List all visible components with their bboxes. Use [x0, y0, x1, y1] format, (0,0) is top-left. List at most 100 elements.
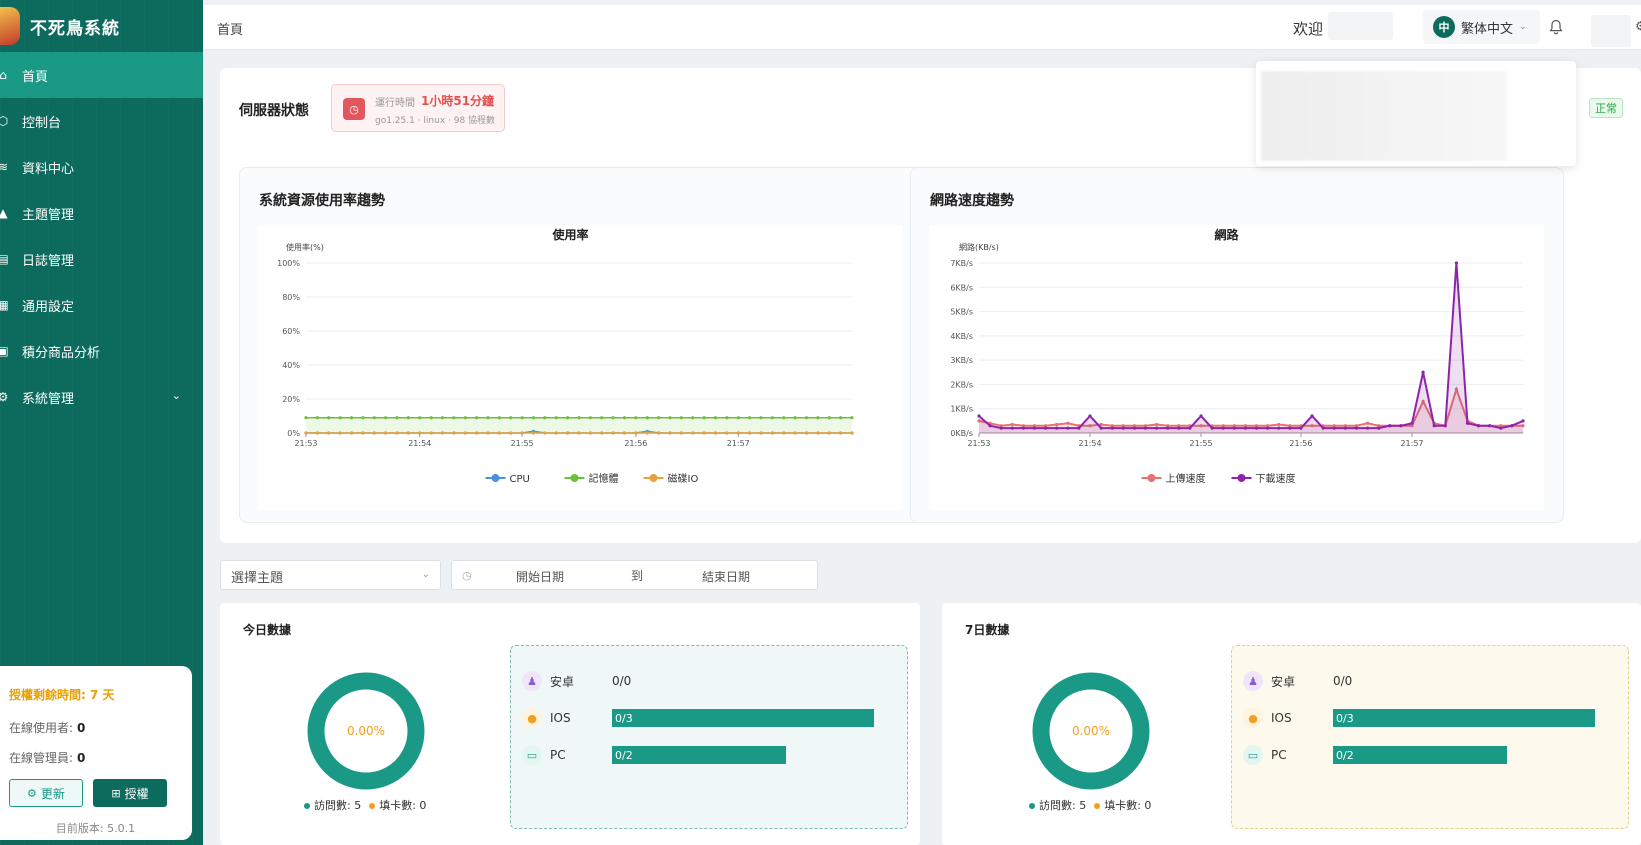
date-range-picker[interactable]: ◷ 開始日期 到 結束日期	[451, 560, 818, 590]
y-tick-label: 60%	[282, 327, 300, 336]
x-tick-label: 21:53	[294, 439, 317, 448]
data-point	[827, 431, 831, 435]
end-date-input[interactable]: 結束日期	[702, 570, 751, 584]
x-tick-label: 21:55	[1190, 439, 1213, 448]
data-point	[1321, 426, 1325, 430]
data-point	[850, 416, 854, 420]
theme-select-placeholder: 選擇主題	[231, 571, 284, 586]
online-users: 在線使用者: 0	[9, 719, 182, 736]
data-point	[759, 431, 763, 435]
license-button[interactable]: ⊞ 授權	[93, 779, 167, 807]
update-button[interactable]: ⚙ 更新	[9, 779, 83, 807]
settings-icon[interactable]: ⚙	[1635, 19, 1641, 33]
data-point	[543, 416, 547, 420]
data-point	[645, 416, 649, 420]
platform-name: PC	[550, 748, 566, 762]
apple-icon: ●	[1243, 708, 1263, 728]
platform-name: 安卓	[550, 674, 575, 689]
series-area	[979, 263, 1523, 433]
username-placeholder	[1328, 12, 1393, 40]
avatar[interactable]	[1591, 15, 1631, 47]
sidebar-item-data-center[interactable]: ≋ 資料中心	[0, 144, 203, 190]
app-name: 不死鳥系統	[30, 18, 120, 39]
sidebar: 不死鳥系統 ⌂ 首頁 ⬡ 控制台 ≋ 資料中心 ▲ 主題管理 ▤ 日誌管理 ▦ …	[0, 0, 203, 845]
sidebar-item-logs[interactable]: ▤ 日誌管理	[0, 236, 203, 282]
donut-ring	[1032, 672, 1150, 790]
data-point	[1177, 426, 1181, 430]
data-point	[1421, 370, 1425, 374]
language-selector[interactable]: 中 繁体中文 ⌄	[1423, 10, 1540, 44]
start-date-input[interactable]: 開始日期	[516, 570, 565, 584]
license-card: 授權剩餘時間: 7 天 在線使用者: 0 在線管理員: 0 ⚙ 更新 ⊞ 授權 目前…	[0, 666, 192, 840]
sidebar-item-label: 通用設定	[22, 299, 75, 315]
welcome-text: 欢迎	[1293, 20, 1324, 38]
chevron-down-icon: ⌄	[1519, 22, 1527, 32]
data-point	[634, 431, 638, 435]
sidebar-item-settings[interactable]: ▦ 通用設定	[0, 282, 203, 328]
online-users-label: 在線使用者:	[9, 721, 74, 735]
sidebar-item-label: 控制台	[22, 115, 62, 131]
data-point	[1377, 426, 1381, 430]
sidebar-item-system[interactable]: ⚙ 系統管理 ⌄	[0, 374, 203, 420]
data-point	[816, 416, 820, 420]
license-button-label: 授權	[124, 786, 149, 801]
donut-percent: 0.00%	[1072, 724, 1110, 738]
license-remaining: 授權剩餘時間: 7 天	[9, 688, 115, 702]
bell-icon[interactable]	[1549, 19, 1565, 35]
data-point	[702, 431, 706, 435]
series-area	[306, 417, 852, 433]
gear-icon: ⚙	[0, 390, 9, 404]
data-point	[1199, 414, 1203, 418]
data-point	[1354, 424, 1359, 428]
sidebar-item-console[interactable]: ⬡ 控制台	[0, 98, 203, 144]
data-point	[1410, 421, 1414, 425]
monitor-icon: ▭	[522, 745, 542, 765]
x-tick-label: 21:56	[1289, 439, 1312, 448]
data-point	[748, 416, 752, 420]
data-point	[486, 431, 490, 435]
data-point	[725, 431, 729, 435]
data-point	[509, 431, 513, 435]
clock-icon: ◷	[462, 569, 472, 582]
sidebar-item-theme[interactable]: ▲ 主題管理	[0, 190, 203, 236]
y-tick-label: 5KB/s	[950, 308, 973, 317]
data-point	[372, 431, 376, 435]
data-point	[736, 416, 740, 420]
data-point	[588, 416, 592, 420]
y-tick-label: 0%	[287, 429, 300, 438]
legend-label: 下載速度	[1256, 472, 1296, 485]
data-point	[315, 431, 319, 435]
platform-bar: 0/3	[612, 709, 874, 727]
data-point	[1288, 424, 1292, 428]
sidebar-item-points-analysis[interactable]: ▣ 積分商品分析	[0, 328, 203, 374]
today-donut-legend: 訪問數: 5 填卡數: 0	[304, 797, 426, 813]
data-point	[475, 416, 479, 420]
legend-visits: 訪問數: 5	[1029, 797, 1086, 813]
legend-label: 磁碟IO	[668, 472, 699, 485]
data-point	[1177, 424, 1181, 428]
data-point	[1277, 422, 1281, 427]
data-point	[384, 431, 388, 435]
data-point	[1354, 426, 1359, 430]
data-point	[1343, 424, 1347, 428]
data-point	[395, 416, 399, 420]
data-point	[588, 431, 592, 435]
data-point	[304, 416, 308, 420]
data-point	[395, 431, 399, 435]
data-point	[668, 431, 672, 435]
today-platform-box: ♟ 安卓 0/0 ● IOS 0/3 ▭ PC 0/2	[510, 645, 908, 829]
settings-doc-icon: ▦	[0, 298, 9, 312]
platform-row-pc: ▭ PC 0/2	[522, 744, 786, 766]
data-point	[1110, 424, 1114, 428]
data-point	[725, 416, 729, 420]
breadcrumb[interactable]: 首頁	[217, 23, 244, 38]
donut-percent: 0.00%	[347, 724, 385, 738]
week-title: 7日數據	[965, 623, 1010, 637]
sidebar-item-home[interactable]: ⌂ 首頁	[0, 52, 203, 98]
theme-select[interactable]: 選擇主題 ⌄	[220, 560, 441, 590]
data-point	[611, 431, 615, 435]
y-tick-label: 2KB/s	[950, 380, 973, 389]
cards-label: 填卡數: 0	[1104, 799, 1152, 812]
data-point	[1166, 426, 1170, 430]
